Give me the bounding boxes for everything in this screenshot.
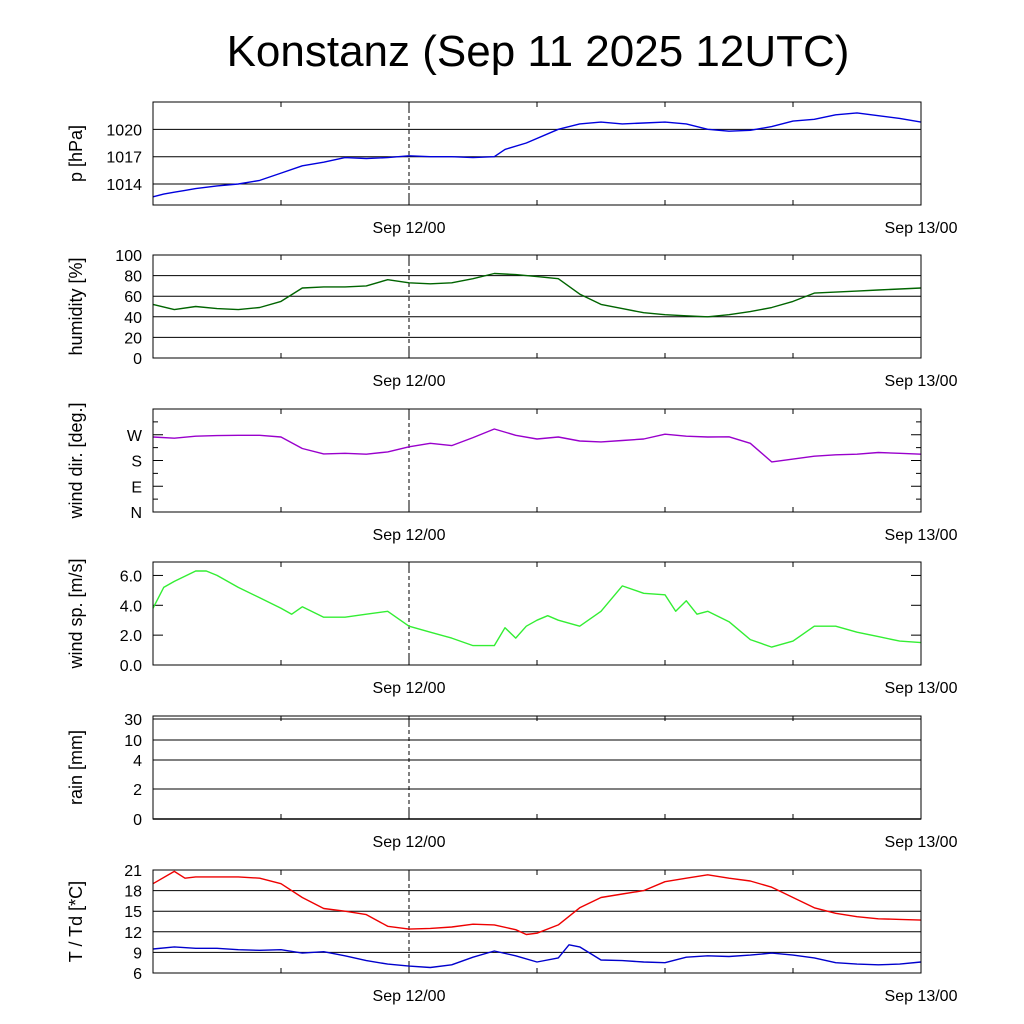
wind_direction-xtick-label: Sep 12/00 xyxy=(373,527,446,544)
humidity-xtick-label: Sep 12/00 xyxy=(373,373,446,390)
wind_direction-plot-frame xyxy=(152,408,922,513)
humidity-ytick-label: 80 xyxy=(124,269,142,286)
rain-plot-frame xyxy=(152,715,922,820)
pressure-y-axis-label: p [hPa] xyxy=(66,125,86,182)
rain-y-axis-label: rain [mm] xyxy=(66,730,86,805)
rain-ytick-label: 2 xyxy=(133,782,142,799)
wind_speed-xtick-label: Sep 13/00 xyxy=(885,680,958,697)
pressure-xtick-label: Sep 12/00 xyxy=(373,220,446,237)
pressure-ytick-label: 1014 xyxy=(106,177,142,194)
humidity-ytick-label: 40 xyxy=(124,310,142,327)
wind_speed-plot-frame xyxy=(152,561,922,666)
wind_speed-ytick-label: 2.0 xyxy=(120,628,142,645)
humidity-series-line xyxy=(152,272,922,318)
wind_direction-ytick-label: N xyxy=(130,505,142,522)
temperature-ytick-label: 6 xyxy=(133,966,142,983)
temperature-xtick-label: Sep 13/00 xyxy=(885,988,958,1005)
humidity-xtick-label: Sep 13/00 xyxy=(885,373,958,390)
humidity-ytick-label: 0 xyxy=(133,351,142,368)
temperature-y-axis-label: T / Td [*C] xyxy=(66,881,86,962)
wind_speed-ytick-label: 0.0 xyxy=(120,658,142,675)
temperature-plot-frame xyxy=(152,869,922,974)
humidity-y-axis-label: humidity [%] xyxy=(66,257,86,355)
rain-ytick-label: 10 xyxy=(124,733,142,750)
humidity-plot-frame xyxy=(152,254,922,359)
rain-ytick-label: 0 xyxy=(133,812,142,829)
pressure-ytick-label: 1020 xyxy=(106,122,142,139)
temperature-ytick-label: 12 xyxy=(124,925,142,942)
temperature-series-line-Td xyxy=(152,944,922,969)
wind_speed-xtick-label: Sep 12/00 xyxy=(373,680,446,697)
pressure-series-line xyxy=(152,112,922,198)
rain-ytick-label: 30 xyxy=(124,712,142,729)
rain-ytick-label: 4 xyxy=(133,753,142,770)
pressure-xtick-label: Sep 13/00 xyxy=(885,220,958,237)
temperature-ytick-label: 15 xyxy=(124,904,142,921)
temperature-xtick-label: Sep 12/00 xyxy=(373,988,446,1005)
rain-xtick-label: Sep 12/00 xyxy=(373,834,446,851)
wind_speed-ytick-label: 4.0 xyxy=(120,598,142,615)
temperature-series-line-T xyxy=(152,870,922,936)
wind_direction-series-line xyxy=(152,428,922,463)
pressure-ytick-label: 1017 xyxy=(106,150,142,167)
humidity-ytick-label: 20 xyxy=(124,330,142,347)
rain-xtick-label: Sep 13/00 xyxy=(885,834,958,851)
humidity-ytick-label: 100 xyxy=(115,248,142,265)
chart-title: Konstanz (Sep 11 2025 12UTC) xyxy=(227,27,850,76)
wind_speed-series-line xyxy=(152,570,922,648)
wind_direction-ytick-label: W xyxy=(127,428,143,445)
wind_speed-ytick-label: 6.0 xyxy=(120,568,142,585)
wind_direction-ytick-label: S xyxy=(131,454,142,471)
wind_speed-y-axis-label: wind sp. [m/s] xyxy=(66,558,86,669)
temperature-ytick-label: 18 xyxy=(124,884,142,901)
pressure-plot-frame xyxy=(152,101,922,206)
wind_direction-ytick-label: E xyxy=(131,479,142,496)
temperature-ytick-label: 9 xyxy=(133,945,142,962)
humidity-ytick-label: 60 xyxy=(124,289,142,306)
temperature-ytick-label: 21 xyxy=(124,863,142,880)
wind_direction-xtick-label: Sep 13/00 xyxy=(885,527,958,544)
wind_direction-y-axis-label: wind dir. [deg.] xyxy=(66,402,86,519)
